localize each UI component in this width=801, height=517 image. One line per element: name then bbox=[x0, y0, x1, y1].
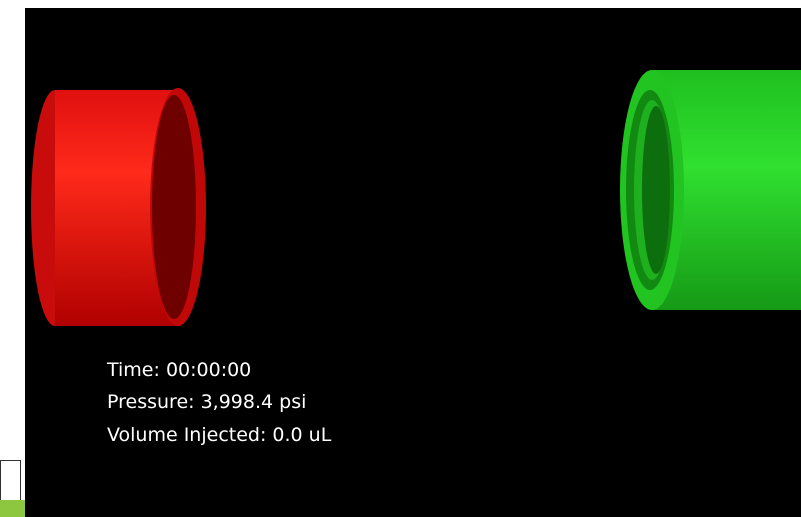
red-cylinder bbox=[31, 88, 206, 326]
page: Time: 00:00:00 Pressure: 3,998.4 psi Vol… bbox=[0, 0, 801, 517]
readout-time: Time: 00:00:00 bbox=[106, 359, 251, 381]
readout-volume: Volume Injected: 0.0 uL bbox=[107, 424, 332, 446]
side-box bbox=[1, 461, 21, 501]
side-accent bbox=[0, 500, 25, 517]
viewer: Time: 00:00:00 Pressure: 3,998.4 psi Vol… bbox=[0, 0, 801, 517]
readout-pressure: Pressure: 3,998.4 psi bbox=[107, 391, 306, 413]
green-ring bbox=[620, 70, 801, 310]
